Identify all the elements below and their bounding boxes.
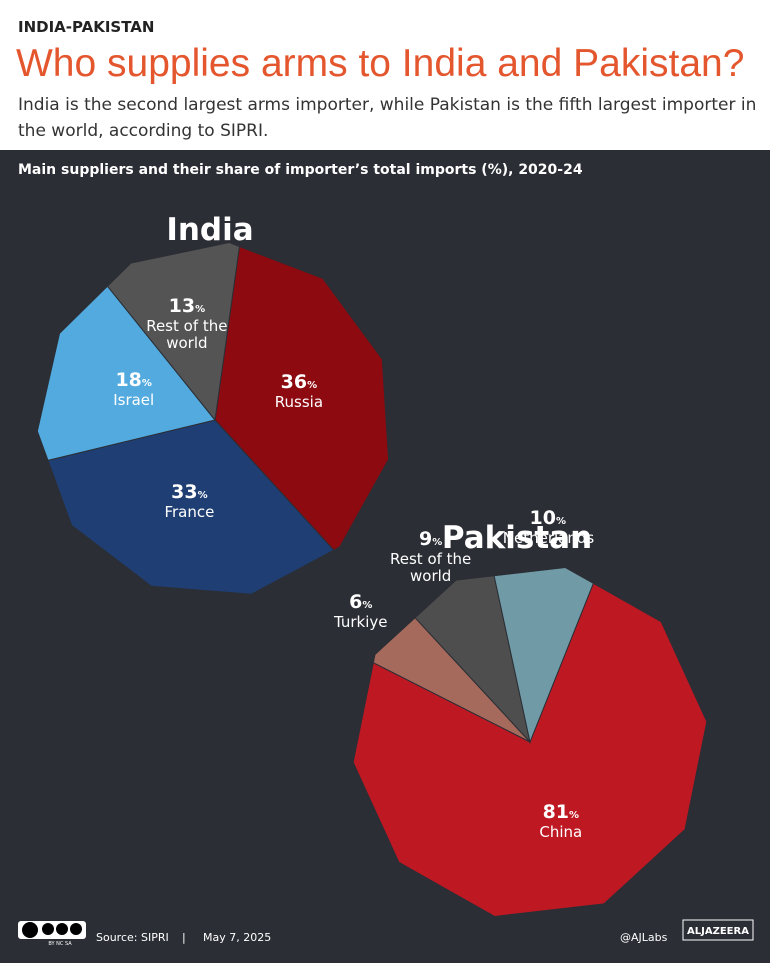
slice xyxy=(493,567,594,744)
category: China xyxy=(539,822,583,841)
value: 9 xyxy=(419,527,433,550)
unit: % xyxy=(197,489,208,501)
category: Netherlands xyxy=(502,529,595,548)
slice-label: 9% Rest of the world xyxy=(376,527,486,585)
slice-label: 33% France xyxy=(134,480,244,521)
slice-label: 10% Netherlands xyxy=(493,507,603,548)
cc-badge xyxy=(18,921,86,939)
slice xyxy=(214,245,390,551)
value-line: 36% xyxy=(244,371,354,394)
unit: % xyxy=(569,809,580,821)
pie-title: Pakistan xyxy=(441,520,593,556)
value-line: 6% xyxy=(306,591,416,614)
value-line: 81% xyxy=(506,800,616,824)
slice-label: 36% Russia xyxy=(244,371,354,412)
unit: % xyxy=(362,600,373,612)
unit: % xyxy=(307,380,318,392)
unit: % xyxy=(141,378,152,390)
value-line: 33% xyxy=(134,480,244,504)
category: Israel xyxy=(113,391,155,410)
slice-label: 13% Rest of the world xyxy=(132,294,242,352)
value: 81 xyxy=(542,800,570,823)
category: Rest of the world xyxy=(146,316,228,352)
category: Rest of the world xyxy=(390,549,472,585)
unit: % xyxy=(555,516,566,528)
value-line: 18% xyxy=(79,369,189,392)
value-line: 9% xyxy=(376,527,486,551)
unit: % xyxy=(195,303,206,315)
pie-title: India xyxy=(166,212,254,248)
handle: @AJLabs xyxy=(620,931,668,944)
category: France xyxy=(164,502,215,521)
value: 18 xyxy=(115,369,142,392)
slice xyxy=(352,582,708,917)
title: Who supplies arms to India and Pakistan? xyxy=(16,42,745,85)
chart-subtitle: Main suppliers and their share of import… xyxy=(18,162,583,178)
slice xyxy=(106,242,241,422)
value-line: 10% xyxy=(493,507,603,530)
source: Source: SIPRI xyxy=(96,931,169,944)
value: 10 xyxy=(529,507,556,530)
value: 33 xyxy=(171,480,198,503)
separator: | xyxy=(182,931,186,944)
brand: ALJAZEERA xyxy=(687,926,749,937)
category: Turkiye xyxy=(333,613,388,632)
slice-label: 81% China xyxy=(506,800,616,841)
value: 13 xyxy=(168,294,196,317)
subtitle: India is the second largest arms importe… xyxy=(18,95,757,141)
slice-label: 6% Turkiye xyxy=(306,591,416,632)
slice-label: 18% Israel xyxy=(79,369,189,410)
value: 6 xyxy=(349,591,363,614)
value: 36 xyxy=(280,371,308,394)
kicker: INDIA-PAKISTAN xyxy=(18,18,155,36)
value-line: 13% xyxy=(132,294,242,318)
date: May 7, 2025 xyxy=(203,931,272,944)
license: BY NC SA xyxy=(48,941,72,947)
unit: % xyxy=(432,536,443,548)
brand-box xyxy=(682,919,754,941)
category: Russia xyxy=(274,393,324,412)
